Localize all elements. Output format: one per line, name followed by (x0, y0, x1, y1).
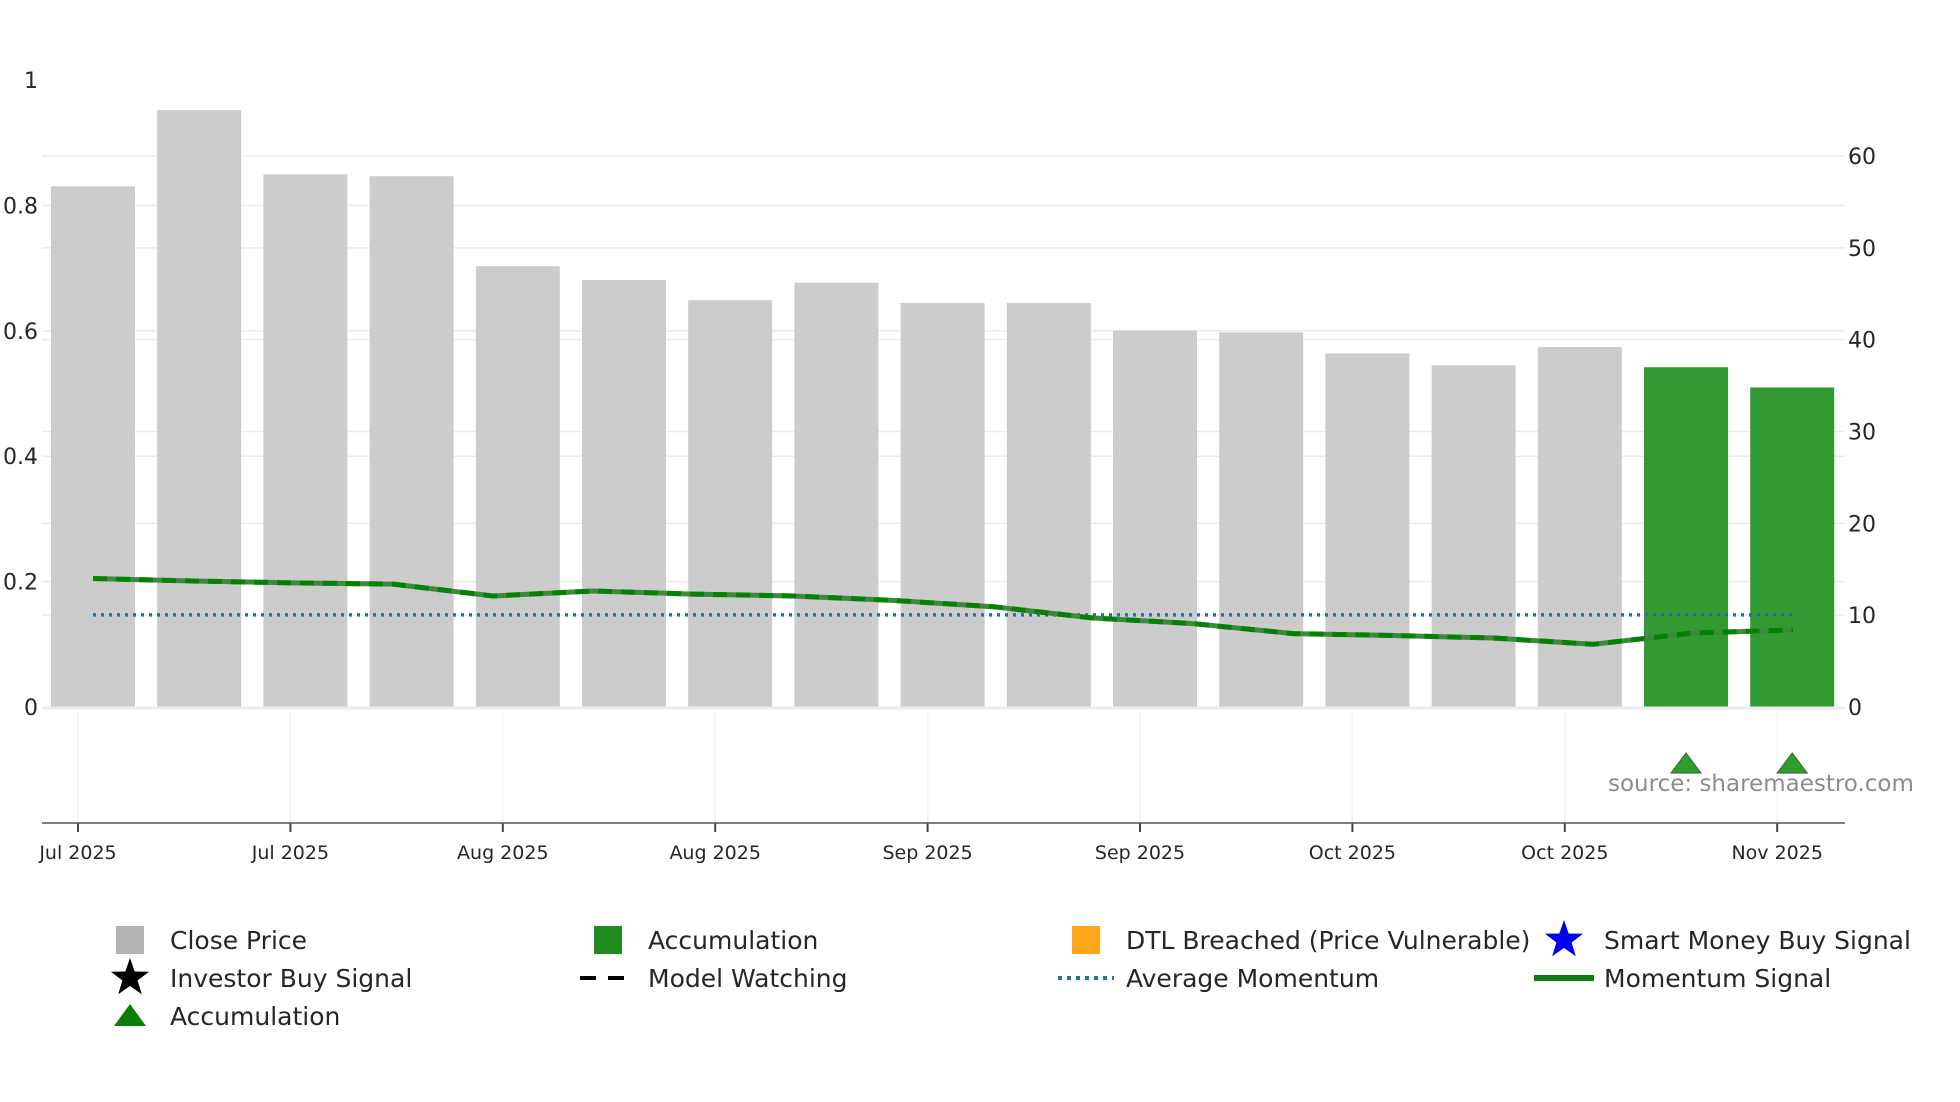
legend-item: Model Watching (580, 964, 848, 993)
right-tick-label: 30 (1848, 421, 1876, 446)
legend-star-icon (111, 958, 149, 995)
right-tick-label: 20 (1848, 512, 1876, 537)
x-tick-label: Nov 2025 (1731, 842, 1822, 864)
accumulation-markers (1670, 752, 1809, 774)
legend-label: Model Watching (648, 964, 848, 993)
close-price-bar (157, 110, 242, 708)
right-tick-label: 0 (1848, 696, 1862, 721)
close-price-bar (1113, 330, 1197, 707)
accumulation-bar (1644, 367, 1728, 707)
legend-triangle-icon (114, 1004, 146, 1026)
close-price-bar (263, 174, 348, 707)
close-price-bar (51, 186, 135, 707)
legend-label: Investor Buy Signal (170, 964, 412, 993)
legend: Close Price Accumulation DTL Breached (Pri… (111, 920, 1911, 1031)
legend-square-icon (116, 926, 144, 954)
legend-item: Close Price (116, 926, 307, 955)
x-tick-label: Aug 2025 (457, 842, 549, 864)
right-tick-label: 60 (1848, 145, 1876, 170)
source-note: source: sharemaestro.com (1608, 771, 1914, 797)
legend-square-icon (594, 926, 622, 954)
accumulation-triangle-marker (1776, 752, 1809, 774)
legend-label: Smart Money Buy Signal (1604, 926, 1911, 955)
legend-label: Close Price (170, 926, 307, 955)
legend-item: Accumulation (114, 1002, 340, 1031)
x-tick-label: Oct 2025 (1521, 842, 1608, 864)
left-tick-label: 0 (24, 696, 38, 721)
x-tick-label: Jul 2025 (38, 842, 116, 864)
left-tick-label: 0.2 (3, 571, 38, 596)
right-tick-label: 50 (1848, 237, 1876, 262)
left-tick-label: 0.8 (3, 194, 38, 219)
close-price-bar (475, 266, 560, 707)
legend-label: DTL Breached (Price Vulnerable) (1126, 926, 1530, 955)
close-price-bar (688, 300, 773, 707)
close-price-bar (900, 302, 985, 707)
legend-item: Investor Buy Signal (111, 958, 412, 995)
legend-item: Accumulation (594, 926, 818, 955)
left-tick-label: 0.4 (3, 445, 38, 470)
accumulation-bar (1750, 387, 1835, 707)
legend-item: Average Momentum (1058, 964, 1379, 993)
left-tick-label: 1 (24, 69, 38, 94)
close-price-bar (1325, 353, 1410, 707)
x-tick-label: Sep 2025 (1095, 842, 1185, 864)
close-price-bar (369, 176, 454, 707)
right-tick-label: 10 (1848, 604, 1876, 629)
legend-label: Average Momentum (1126, 964, 1379, 993)
legend-item: Smart Money Buy Signal (1545, 920, 1911, 957)
close-price-bar (1537, 347, 1622, 707)
line-series (92, 576, 1794, 647)
x-tick-label: Jul 2025 (251, 842, 329, 864)
legend-label: Accumulation (648, 926, 818, 955)
close-price-bar (582, 279, 666, 707)
legend-star-icon (1545, 920, 1583, 957)
legend-square-icon (1072, 926, 1100, 954)
model-watching-overlay (92, 576, 1794, 647)
legend-item: DTL Breached (Price Vulnerable) (1072, 926, 1530, 955)
right-tick-label: 40 (1848, 329, 1876, 354)
x-tick-label: Oct 2025 (1309, 842, 1396, 864)
legend-item: Momentum Signal (1534, 964, 1831, 993)
close-price-bar (1006, 302, 1091, 707)
x-tick-label: Aug 2025 (669, 842, 761, 864)
close-price-bar (1431, 365, 1516, 707)
accumulation-triangle-marker (1670, 752, 1702, 774)
legend-label: Momentum Signal (1604, 964, 1831, 993)
legend-label: Accumulation (170, 1002, 340, 1031)
x-tick-label: Sep 2025 (882, 842, 972, 864)
left-tick-label: 0.6 (3, 320, 38, 345)
close-price-bar (794, 282, 879, 707)
bar-series (51, 110, 1835, 708)
close-price-bar (1219, 332, 1304, 707)
